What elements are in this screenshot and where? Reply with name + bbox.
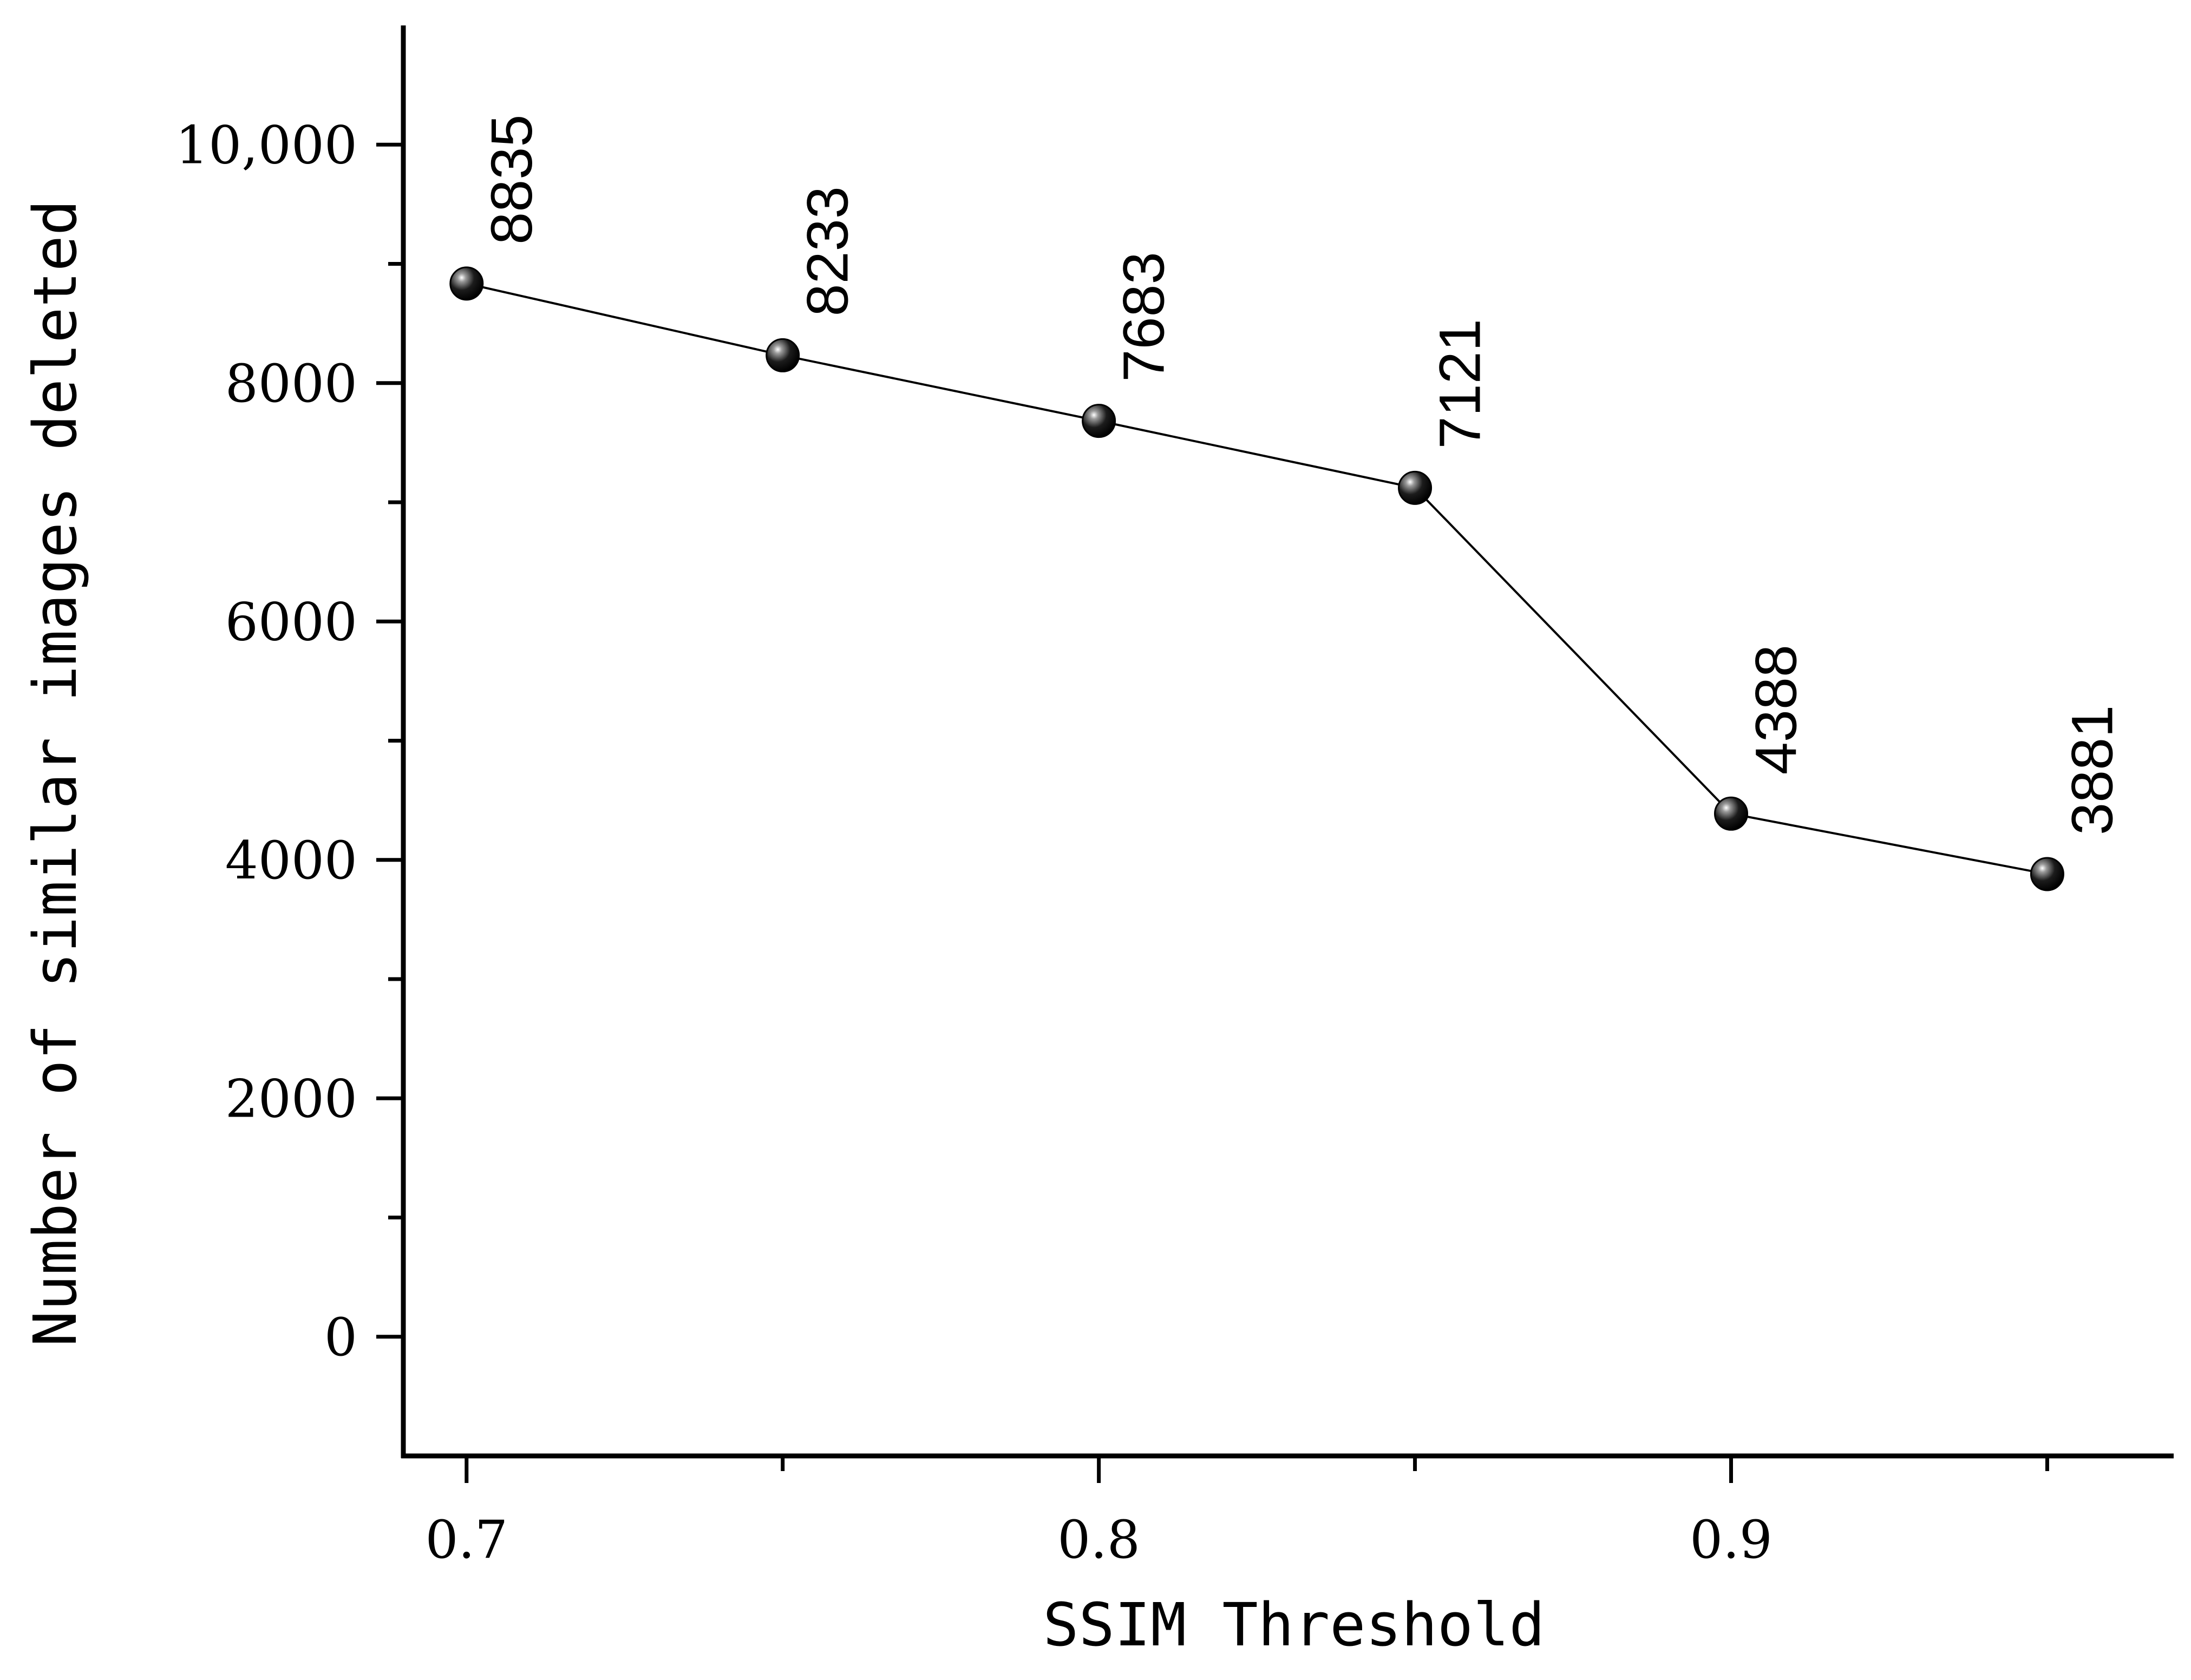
y-tick-label: 6000 — [225, 592, 357, 652]
data-label: 7683 — [1111, 252, 1176, 382]
series-line-group — [466, 282, 2048, 875]
data-label: 4388 — [1743, 645, 1809, 775]
x-axis-title: SSIM Threshold — [1043, 1590, 1545, 1659]
y-axis-ticks: 0 2000 4000 6000 8000 10,000 — [175, 115, 403, 1368]
series-line — [466, 282, 2048, 875]
y-tick-label: 2000 — [225, 1068, 357, 1129]
x-tick-label: 0.8 — [1057, 1510, 1140, 1570]
y-tick-label: 10,000 — [175, 115, 357, 175]
x-tick-label: 0.7 — [425, 1510, 508, 1570]
x-tick-label: 0.9 — [1690, 1510, 1773, 1570]
data-labels: 8835 8233 7683 7121 4388 3881 — [479, 115, 2125, 835]
data-label: 7121 — [1427, 319, 1493, 449]
data-point — [1082, 404, 1116, 438]
data-point — [1398, 470, 1433, 505]
data-label: 3881 — [2059, 705, 2124, 835]
data-label: 8835 — [479, 115, 544, 245]
data-markers — [449, 266, 2064, 891]
x-axis-ticks: 0.7 0.8 0.9 — [425, 1456, 2049, 1570]
axes — [401, 25, 2174, 1459]
data-point — [449, 266, 484, 301]
data-point — [1714, 796, 1748, 831]
y-tick-label: 8000 — [225, 353, 357, 414]
data-label: 8233 — [795, 186, 860, 316]
y-tick-label: 4000 — [225, 830, 357, 891]
data-point — [766, 338, 800, 372]
y-axis-title: Number of similar images deleted — [21, 200, 90, 1347]
data-point — [2030, 857, 2064, 891]
y-tick-label: 0 — [324, 1307, 357, 1368]
